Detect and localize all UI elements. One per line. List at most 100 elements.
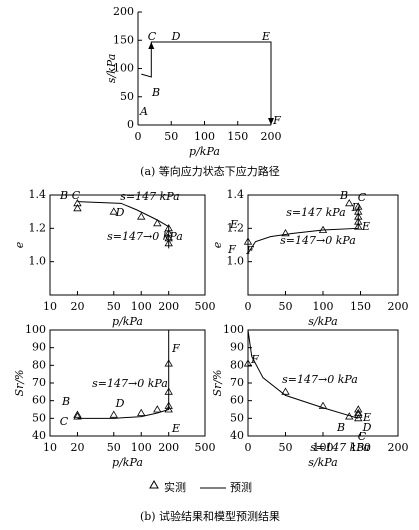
legend-label: 预测: [230, 481, 252, 494]
annotation: F: [272, 114, 281, 127]
predicted-line: [141, 41, 272, 125]
annotation: E: [171, 422, 180, 435]
annotation: B: [59, 189, 68, 202]
measured-point: [243, 237, 253, 245]
annotation: E: [361, 220, 370, 233]
x-tick-label: 10: [43, 441, 57, 454]
y-tick-label: 80: [230, 358, 244, 371]
annotation: F: [171, 342, 180, 355]
annotation: C: [358, 430, 367, 443]
annotation: s=147 kPa: [120, 190, 180, 203]
annotation: E: [229, 218, 238, 231]
predicted-line: [77, 201, 170, 249]
x-axis-title: p/kPa: [189, 145, 220, 158]
plot-frame: [49, 194, 206, 296]
y-tick-label: 100: [25, 323, 46, 336]
measured-point: [354, 410, 363, 418]
caption: (a) 等向应力状态下应力路径: [140, 164, 280, 178]
y-axis-title: Sr/%: [211, 370, 224, 397]
x-axis-title: s/kPa: [308, 315, 337, 328]
annotation: s=147→0 kPa: [282, 373, 358, 386]
annotation: B: [61, 395, 70, 408]
x-tick-label: 100: [313, 300, 334, 313]
y-tick-label: 1.4: [29, 188, 47, 201]
annotation: B: [336, 421, 345, 434]
measured-point: [153, 405, 162, 413]
arrow-head: [268, 118, 274, 125]
measured-point: [137, 212, 146, 220]
annotation: E: [261, 30, 270, 43]
x-tick-label: 200: [158, 300, 179, 313]
annotation: F: [227, 243, 236, 256]
measured-point: [109, 207, 118, 215]
x-tick-label: 20: [70, 300, 84, 313]
annotation: C: [72, 189, 81, 202]
x-tick-label: 150: [350, 300, 371, 313]
x-tick-label: 500: [195, 441, 216, 454]
annotation: D: [115, 397, 125, 410]
y-tick-label: 50: [32, 411, 46, 424]
annotation: F: [250, 353, 259, 366]
x-tick-label: 200: [388, 441, 409, 454]
x-tick-label: 10: [43, 300, 57, 313]
annotation: D: [351, 201, 361, 214]
y-tick-label: 90: [32, 341, 46, 354]
measured-point: [281, 387, 290, 395]
y-tick-label: 60: [230, 394, 244, 407]
measured-point: [243, 359, 253, 367]
y-tick-label: 1.2: [29, 221, 47, 234]
y-tick-label: 200: [113, 5, 134, 18]
y-tick-label: 70: [32, 376, 46, 389]
measured-point: [354, 408, 363, 416]
annotation: C: [358, 191, 367, 204]
y-tick-label: 1.2: [227, 221, 245, 234]
x-tick-label: 150: [227, 130, 248, 143]
annotation: D: [171, 30, 181, 43]
x-tick-label: 150: [350, 441, 371, 454]
legend-marker: [149, 479, 159, 489]
measured-point: [354, 405, 363, 413]
measured-point: [73, 204, 82, 212]
y-axis-title: Sr/%: [13, 370, 26, 397]
measured-point: [109, 410, 118, 418]
x-tick-label: 100: [131, 441, 152, 454]
x-axis-title: p/kPa: [112, 315, 143, 328]
y-axis-title: e: [211, 241, 224, 248]
x-tick-label: 0: [245, 300, 252, 313]
measured-point: [354, 222, 363, 230]
measured-point: [345, 199, 354, 207]
annotation: s=147→0 kPa: [280, 234, 356, 247]
y-tick-label: 50: [230, 411, 244, 424]
y-tick-label: 1.0: [29, 255, 47, 268]
measured-point: [164, 405, 173, 413]
x-tick-label: 50: [107, 441, 121, 454]
y-tick-label: 1.0: [227, 255, 245, 268]
measured-point: [318, 401, 328, 409]
x-tick-label: 20: [70, 441, 84, 454]
annotation: D: [362, 421, 372, 434]
y-tick-label: 90: [230, 341, 244, 354]
annotation: s=147→0 kPa: [107, 230, 183, 243]
y-tick-label: 50: [120, 90, 134, 103]
arrow-head: [148, 41, 155, 49]
predicted-line: [247, 329, 359, 419]
y-tick-label: 0: [127, 118, 134, 131]
annotation: s=147 kPa: [310, 441, 370, 454]
y-tick-label: 40: [32, 429, 46, 442]
annotation: B: [339, 189, 348, 202]
caption: (b) 试验结果和模型预测结果: [140, 509, 280, 523]
y-axis-title: e: [13, 241, 26, 248]
x-tick-label: 100: [194, 130, 215, 143]
measured-point: [73, 410, 82, 418]
measured-point: [137, 408, 146, 416]
annotation: E: [362, 411, 371, 424]
x-tick-label: 50: [279, 300, 293, 313]
x-axis-title: s/kPa: [308, 456, 337, 469]
y-tick-label: 150: [113, 33, 134, 46]
x-tick-label: 50: [164, 130, 178, 143]
annotation: D: [115, 206, 125, 219]
x-tick-label: 50: [279, 441, 293, 454]
y-tick-label: 40: [230, 429, 244, 442]
annotation: s=147 kPa: [286, 206, 346, 219]
x-tick-label: 200: [261, 130, 282, 143]
